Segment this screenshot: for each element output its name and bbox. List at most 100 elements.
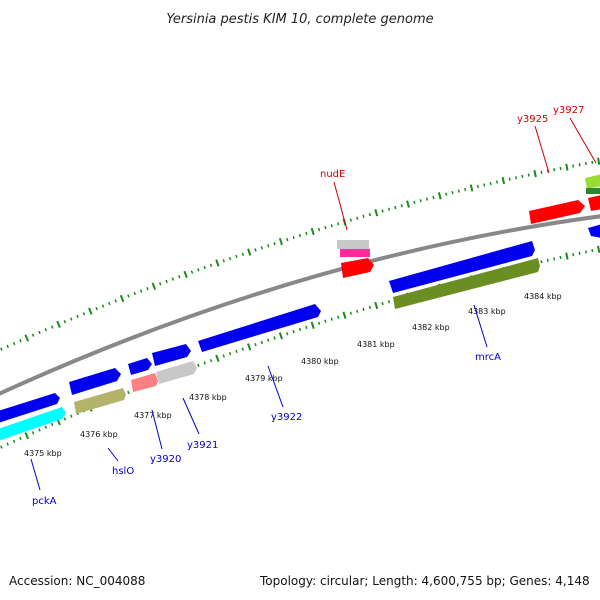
gene-feature-y3920[interactable] [131, 373, 158, 392]
tick-mark [6, 344, 10, 349]
gene-feature-blue[interactable] [0, 393, 60, 424]
tick-mark [533, 170, 537, 178]
tick-mark [413, 200, 416, 205]
tick-mark [82, 312, 86, 316]
tick-mark [317, 227, 321, 232]
tick-mark [56, 320, 61, 328]
tick-mark [6, 442, 10, 446]
gene-feature-red[interactable] [588, 195, 600, 211]
tick-mark [127, 294, 130, 298]
gene-feature-blue[interactable] [69, 368, 121, 395]
tick-mark [342, 311, 347, 319]
gene-label-y3921[interactable]: y3921 [187, 440, 218, 451]
kbp-label: 4376 kbp [80, 430, 118, 439]
tick-mark [222, 354, 225, 358]
tick-mark [305, 231, 308, 236]
tick-mark [324, 225, 327, 230]
tick-mark [305, 325, 308, 330]
tick-mark [324, 319, 327, 323]
tick-mark [241, 252, 245, 256]
tick-mark [88, 307, 93, 315]
tick-mark [501, 176, 506, 185]
tick-mark [69, 317, 73, 321]
gene-label-nudE[interactable]: nudE [320, 169, 345, 180]
tick-mark [119, 294, 125, 303]
tick-mark [400, 204, 403, 208]
tick-mark [38, 330, 41, 335]
tick-mark [578, 163, 581, 167]
gene-label-y3922[interactable]: y3922 [271, 412, 302, 423]
tick-mark [151, 282, 157, 290]
tick-mark [489, 181, 492, 186]
kbp-label: 4380 kbp [301, 357, 339, 366]
tick-mark [381, 301, 384, 306]
tick-mark [44, 425, 48, 429]
gene-label-y3920[interactable]: y3920 [150, 454, 181, 465]
tick-mark [95, 306, 98, 311]
gene-label-y3927[interactable]: y3927 [553, 105, 584, 116]
tick-mark [247, 343, 252, 351]
kbp-label: 4383 kbp [468, 307, 506, 316]
tick-mark [336, 222, 340, 226]
kbp-label: 4375 kbp [24, 449, 62, 458]
gene-feature-y3925[interactable] [529, 200, 585, 224]
tick-mark [215, 354, 220, 362]
gene-feature-y3922[interactable] [198, 304, 321, 352]
gene-label-y3925[interactable]: y3925 [517, 114, 548, 125]
tick-mark [349, 218, 352, 222]
tick-mark [508, 177, 511, 181]
gene-feature-grey[interactable] [337, 240, 369, 249]
tick-mark [203, 265, 206, 270]
tick-mark [190, 270, 194, 274]
tick-mark [24, 334, 30, 342]
gene-feature-blue[interactable] [152, 344, 191, 366]
tick-mark [286, 237, 289, 242]
outer-tick-track [0, 157, 600, 351]
tick-mark [63, 320, 67, 324]
gene-label-mrcA[interactable]: mrcA [475, 352, 501, 363]
gene-label-pckA[interactable]: pckA [32, 496, 57, 507]
tick-mark [540, 170, 543, 174]
tick-mark [31, 333, 35, 337]
tick-mark [44, 328, 48, 332]
gene-feature-green[interactable] [586, 188, 600, 194]
gene-feature-pckA[interactable] [0, 407, 66, 442]
gene-feature-y3921[interactable] [156, 361, 197, 384]
tick-mark [197, 363, 200, 368]
tick-mark [0, 347, 3, 351]
tick-mark [546, 258, 549, 262]
tick-mark [559, 166, 562, 171]
tick-mark [584, 161, 587, 166]
tick-mark [12, 439, 16, 444]
tick-mark [114, 299, 117, 303]
forward-strand-features [337, 174, 600, 278]
tick-mark [381, 209, 384, 213]
tick-mark [63, 417, 67, 421]
tick-mark [596, 245, 600, 253]
gene-feature-blue[interactable] [128, 358, 152, 375]
tick-mark [50, 422, 54, 427]
gene-feature-mrcA[interactable] [393, 258, 540, 309]
tick-mark [146, 286, 149, 291]
tick-mark [362, 307, 365, 311]
tick-mark [406, 200, 410, 208]
tick-mark [273, 336, 276, 340]
gene-feature-blue[interactable] [588, 224, 600, 238]
gene-feature-blue[interactable] [389, 241, 535, 293]
tick-mark [540, 260, 543, 264]
gene-feature-hslO[interactable] [74, 388, 126, 414]
gene-label-hslO[interactable]: hslO [112, 466, 134, 477]
gene-feature-nudE[interactable] [341, 258, 374, 278]
gene-feature-magenta[interactable] [340, 249, 370, 257]
tick-mark [387, 300, 391, 304]
tick-mark [267, 338, 270, 342]
genome-summary-text: Topology: circular; Length: 4,600,755 bp… [260, 574, 590, 588]
tick-mark [222, 259, 225, 263]
gene-feature-y3927[interactable] [585, 174, 600, 189]
tick-mark [267, 244, 270, 248]
tick-mark [330, 317, 333, 321]
tick-mark [572, 253, 575, 257]
tick-mark [451, 190, 454, 195]
tick-mark [12, 341, 16, 346]
tick-mark [254, 342, 257, 347]
